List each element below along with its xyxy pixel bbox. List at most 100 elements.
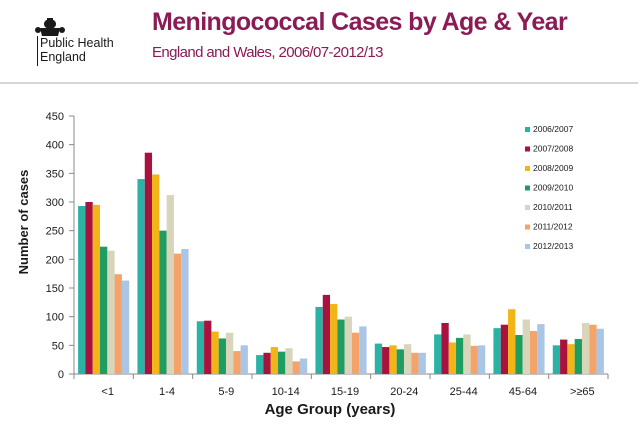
y-tick-label: 0	[58, 369, 64, 381]
bar	[322, 294, 331, 374]
x-tick-label: 5-9	[218, 386, 234, 398]
bar	[218, 338, 226, 374]
bar	[137, 179, 145, 374]
legend-swatch	[525, 244, 530, 249]
bar	[441, 322, 449, 374]
bar	[477, 345, 486, 374]
x-tick-label: 20-24	[390, 386, 418, 398]
bar	[256, 355, 264, 374]
bar	[351, 332, 360, 374]
bar	[493, 328, 501, 374]
bar	[78, 206, 86, 374]
bar	[315, 306, 323, 374]
x-tick-label: 45-64	[509, 386, 537, 398]
bar	[581, 322, 590, 374]
x-tick-label: 10-14	[272, 386, 300, 398]
bar	[173, 253, 182, 374]
y-tick-label: 200	[46, 254, 64, 266]
y-tick-label: 300	[46, 197, 64, 209]
legend-label: 2011/2012	[533, 222, 573, 232]
bar	[85, 202, 93, 374]
bar	[181, 249, 189, 374]
legend: 2006/2007 2007/2008 2008/2009 2009/2010 2010…	[525, 124, 573, 251]
logo-divider	[37, 36, 38, 66]
bar	[204, 320, 212, 374]
y-tick-label: 250	[46, 226, 64, 238]
bar	[100, 246, 108, 374]
legend-label: 2008/2009	[533, 163, 573, 173]
bar	[240, 345, 248, 374]
bar	[529, 331, 538, 374]
x-axis-label: Age Group (years)	[265, 401, 396, 418]
y-tick-label: 350	[46, 168, 64, 180]
bar	[567, 344, 575, 374]
legend-label: 2007/2008	[533, 144, 573, 154]
header-divider	[0, 82, 638, 84]
bar	[114, 274, 122, 374]
bar	[552, 345, 561, 374]
chart-subtitle: England and Wales, 2006/07-2012/13	[152, 44, 384, 61]
bar	[344, 316, 352, 374]
bar	[330, 304, 338, 374]
x-tick-label: 1-4	[159, 386, 175, 398]
bar	[299, 358, 308, 374]
chart-title: Meningococcal Cases by Age & Year	[152, 8, 568, 36]
legend-swatch	[525, 127, 530, 132]
legend-swatch	[525, 185, 530, 191]
bar	[508, 309, 516, 374]
bar	[270, 347, 279, 374]
bar	[515, 335, 523, 374]
x-tick-label: >≥65	[570, 386, 595, 398]
y-tick-label: 150	[46, 283, 64, 295]
bar	[411, 352, 419, 374]
org-line-2: England	[40, 50, 86, 64]
bar	[107, 250, 115, 374]
bar	[396, 349, 404, 374]
bar	[263, 352, 271, 374]
legend-swatch	[525, 166, 530, 171]
legend-label: 2010/2011	[533, 202, 573, 212]
y-tick-label: 100	[46, 312, 64, 324]
x-tick-label: <1	[101, 386, 114, 398]
bar	[537, 324, 545, 374]
y-axis-label: Number of cases	[16, 170, 31, 275]
bar	[403, 344, 412, 374]
bar	[225, 332, 234, 374]
bar	[596, 328, 604, 374]
legend-label: 2009/2010	[533, 183, 573, 193]
organisation-name: Public Health England	[40, 36, 114, 64]
bar	[92, 204, 101, 374]
bar	[337, 319, 345, 374]
bar	[144, 152, 153, 374]
y-tick-label: 50	[52, 340, 64, 352]
legend-swatch	[525, 224, 530, 230]
bar	[560, 339, 568, 374]
bar	[463, 334, 471, 374]
bar	[374, 343, 383, 374]
crest-logo-icon	[35, 18, 65, 36]
bar	[418, 352, 426, 374]
bar	[196, 321, 205, 374]
bar	[292, 361, 300, 374]
bar	[522, 319, 530, 374]
bar	[470, 345, 478, 374]
bar	[389, 345, 397, 374]
bar	[211, 331, 219, 374]
bar	[359, 326, 367, 374]
x-tick-label: 15-19	[331, 386, 359, 398]
bar	[121, 280, 130, 374]
legend-label: 2012/2013	[533, 241, 573, 251]
legend-swatch	[525, 205, 530, 210]
x-tick-label: 25-44	[450, 386, 478, 398]
legend-label: 2006/2007	[533, 124, 573, 134]
y-tick-label: 450	[46, 111, 64, 123]
bar	[278, 351, 286, 374]
bar	[382, 347, 390, 374]
org-line-1: Public Health	[40, 36, 114, 50]
bar	[574, 339, 582, 374]
y-tick-label: 400	[46, 140, 64, 152]
bar	[500, 324, 509, 374]
bar	[448, 342, 457, 374]
bar	[285, 348, 293, 374]
